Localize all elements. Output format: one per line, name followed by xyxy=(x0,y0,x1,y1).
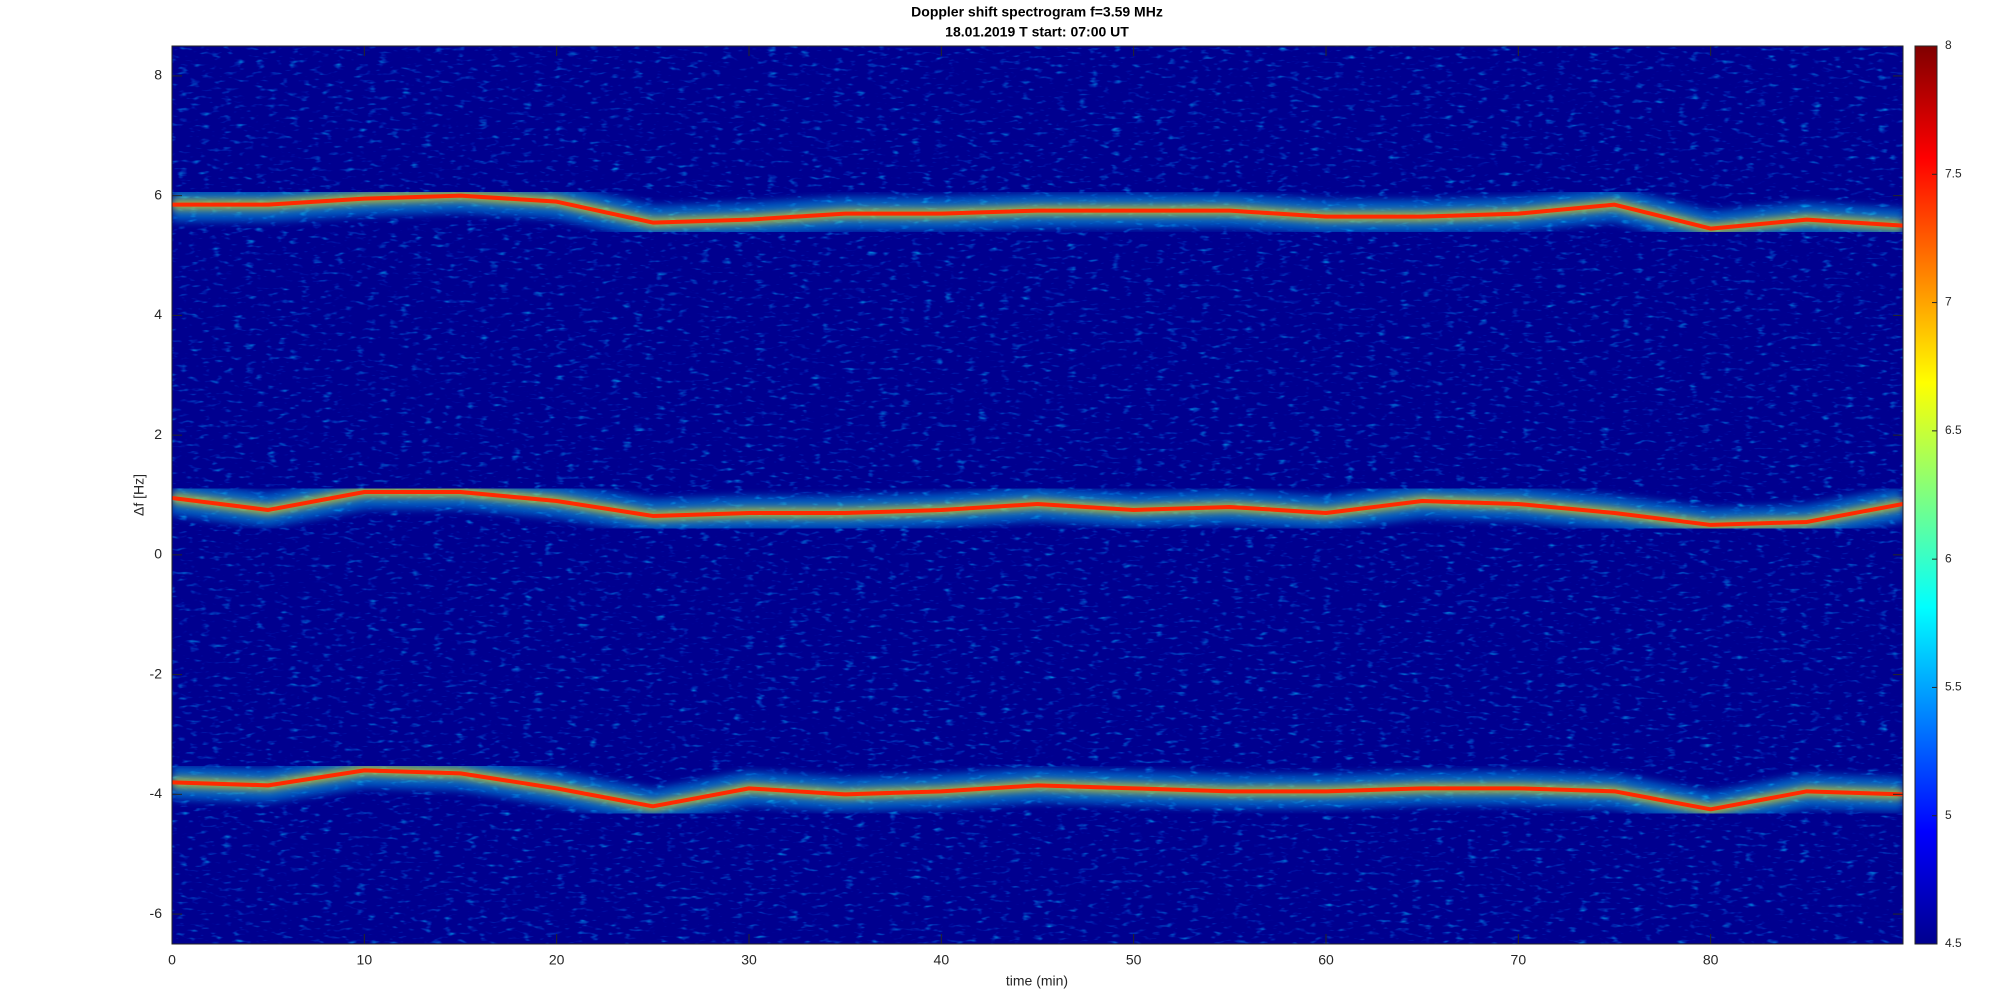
y-tick-label: -6 xyxy=(150,905,163,921)
x-tick-label: 80 xyxy=(1703,952,1719,968)
x-tick-label: 70 xyxy=(1511,952,1527,968)
trace-line xyxy=(172,768,1903,812)
x-tick-label: 0 xyxy=(168,952,176,968)
trace-line xyxy=(172,490,1903,527)
y-tick-label: 6 xyxy=(154,186,162,202)
colorbar-tick-label: 5.5 xyxy=(1945,680,1962,694)
traces xyxy=(172,178,1903,827)
colorbar xyxy=(1914,45,1938,945)
colorbar-tick-label: 7.5 xyxy=(1945,166,1962,180)
y-tick-label: 8 xyxy=(154,67,162,83)
colorbar-tick-label: 6 xyxy=(1945,551,1952,565)
plot-frame xyxy=(171,45,1904,945)
colorbar-tick-label: 7 xyxy=(1945,295,1952,309)
chart-subtitle: 18.01.2019 T start: 07:00 UT xyxy=(945,24,1129,40)
chart-title: Doppler shift spectrogram f=3.59 MHz xyxy=(911,4,1163,20)
x-axis-label: time (min) xyxy=(1006,973,1068,989)
colorbar-tick-label: 6.5 xyxy=(1945,423,1962,437)
y-axis-label: Δf [Hz] xyxy=(131,474,147,516)
y-tick-label: 4 xyxy=(154,306,162,322)
colorbar-tick-label: 4.5 xyxy=(1945,936,1962,950)
y-tick-label: -2 xyxy=(150,665,163,681)
x-tick-label: 50 xyxy=(1126,952,1142,968)
colorbar-tick-label: 5 xyxy=(1945,808,1952,822)
y-tick-label: 0 xyxy=(154,546,162,562)
x-tick-label: 40 xyxy=(934,952,950,968)
y-tick-label: -4 xyxy=(150,785,163,801)
y-tick-label: 2 xyxy=(154,426,162,442)
trace-line xyxy=(172,193,1903,231)
x-tick-label: 10 xyxy=(357,952,373,968)
x-tick-label: 60 xyxy=(1318,952,1334,968)
x-tick-label: 30 xyxy=(741,952,757,968)
colorbar-tick-label: 8 xyxy=(1945,38,1952,52)
x-tick-label: 20 xyxy=(549,952,565,968)
